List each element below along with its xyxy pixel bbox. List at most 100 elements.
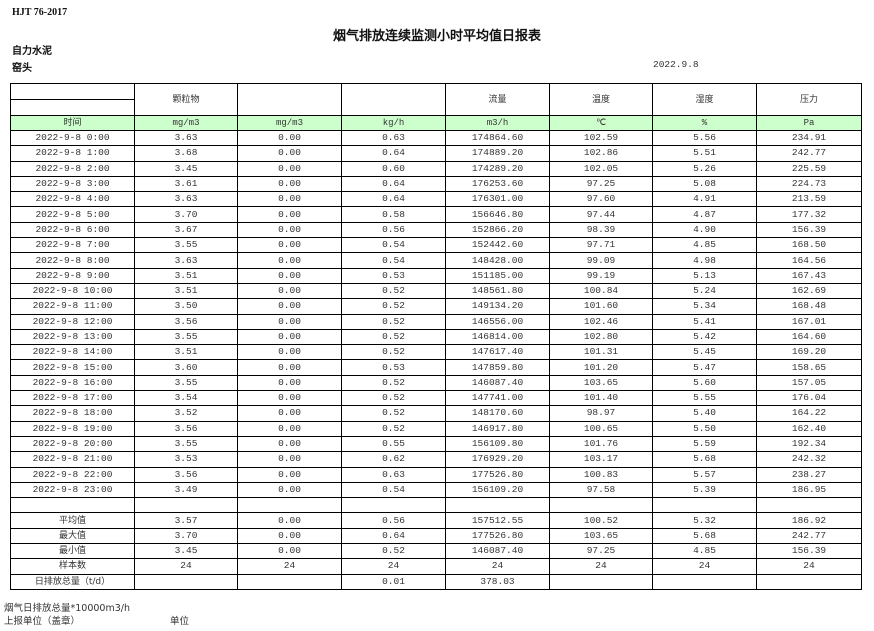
table-cell: 157512.55 xyxy=(445,512,550,529)
table-row: 2022-9-8 17:00 3.54 0.00 0.52 147741.00 101.4… xyxy=(10,390,862,407)
table-cell: 0.00 xyxy=(237,282,342,300)
table-row-label: 2022-9-8 0:00 xyxy=(10,129,135,147)
table-cell: 0.00 xyxy=(237,313,342,330)
unit-cell: % xyxy=(652,115,757,131)
table-cell: 5.68 xyxy=(652,451,757,468)
table-row: 2022-9-8 3:00 3.61 0.00 0.64 176253.60 97.25 5… xyxy=(10,175,862,193)
table-cell: 0.55 xyxy=(341,435,446,453)
table-cell: 5.45 xyxy=(652,344,757,361)
table-cell: 98.97 xyxy=(549,405,653,422)
table-cell: 3.56 xyxy=(134,420,238,437)
table-cell: 24 xyxy=(756,558,862,575)
table-cell: 4.85 xyxy=(652,543,757,560)
table-cell: 3.55 xyxy=(134,328,238,346)
table-cell: 24 xyxy=(134,558,238,575)
table-cell: 176253.60 xyxy=(445,175,550,193)
table-cell: 0.00 xyxy=(237,145,342,162)
table-cell: 4.90 xyxy=(652,221,757,239)
table-cell: 0.00 xyxy=(237,435,342,453)
table-cell: 0.52 xyxy=(341,374,446,392)
table-row-label: 2022-9-8 22:00 xyxy=(10,466,135,483)
table-cell: 101.60 xyxy=(549,298,653,315)
header-corner-top xyxy=(10,83,135,100)
time-header: 时间 xyxy=(10,115,135,131)
table-cell: 167.01 xyxy=(756,313,862,330)
table-cell: 5.68 xyxy=(652,527,757,545)
reporting-unit-label: 上报单位（盖章） xyxy=(4,616,81,627)
table-cell: 3.53 xyxy=(134,451,238,468)
table-cell: 177526.80 xyxy=(445,527,550,545)
table-row-label: 2022-9-8 10:00 xyxy=(10,282,135,300)
table-cell: 176.04 xyxy=(756,390,862,407)
table-cell: 99.19 xyxy=(549,267,653,284)
table-cell: 0.58 xyxy=(341,206,446,223)
table-row-label: 2022-9-8 3:00 xyxy=(10,175,135,193)
table-cell: 147859.80 xyxy=(445,359,550,376)
stats-row: 平均值 3.57 0.00 0.56 157512.55 100.52 5.32 186.92 xyxy=(10,512,862,529)
table-cell: 0.00 xyxy=(237,451,342,468)
table-cell: 156109.80 xyxy=(445,435,550,453)
table-cell xyxy=(549,497,653,514)
unit-cell: ℃ xyxy=(549,115,653,131)
table-cell: 164.56 xyxy=(756,252,862,269)
table-cell: 101.40 xyxy=(549,390,653,407)
table-cell: 0.00 xyxy=(237,160,342,177)
table-cell: 3.50 xyxy=(134,298,238,315)
table-row-label: 2022-9-8 18:00 xyxy=(10,405,135,422)
units-row: 时间 mg/m3 mg/m3 kg/h m3/h ℃ % Pa xyxy=(10,115,862,131)
table-cell: 176929.20 xyxy=(445,451,550,468)
table-cell: 0.52 xyxy=(341,420,446,437)
table-cell: 0.54 xyxy=(341,237,446,254)
table-cell: 5.26 xyxy=(652,160,757,177)
table-cell: 3.68 xyxy=(134,145,238,162)
table-row: 2022-9-8 16:00 3.55 0.00 0.52 146087.40 103.6… xyxy=(10,374,862,392)
site-name: 窑头 xyxy=(12,63,32,74)
table-cell: 224.73 xyxy=(756,175,862,193)
table-cell: 5.55 xyxy=(652,390,757,407)
header-param xyxy=(341,83,446,116)
table-cell: 168.48 xyxy=(756,298,862,315)
unit-cell: m3/h xyxy=(445,115,550,131)
stats-row-label: 最小值 xyxy=(10,543,135,560)
stats-row-label: 平均值 xyxy=(10,512,135,529)
table-cell: 97.60 xyxy=(549,191,653,208)
table-row-label: 2022-9-8 6:00 xyxy=(10,221,135,239)
table-row-label: 2022-9-8 20:00 xyxy=(10,435,135,453)
table-cell: 97.44 xyxy=(549,206,653,223)
table-cell: 186.92 xyxy=(756,512,862,529)
table-cell: 97.25 xyxy=(549,543,653,560)
table-cell xyxy=(341,497,446,514)
table-cell: 158.65 xyxy=(756,359,862,376)
table-row: 2022-9-8 7:00 3.55 0.00 0.54 152442.60 97.71 4… xyxy=(10,237,862,254)
table-cell: 0.52 xyxy=(341,282,446,300)
table-row-label: 2022-9-8 12:00 xyxy=(10,313,135,330)
header-corner-bottom xyxy=(10,99,135,116)
table-cell: 213.59 xyxy=(756,191,862,208)
table-cell: 156.39 xyxy=(756,221,862,239)
table-row: 2022-9-8 9:00 3.51 0.00 0.53 151185.00 99.19 5… xyxy=(10,267,862,284)
table-cell: 102.05 xyxy=(549,160,653,177)
table-cell: 5.24 xyxy=(652,282,757,300)
table-cell: 0.52 xyxy=(341,405,446,422)
unit-cell: mg/m3 xyxy=(237,115,342,131)
table-cell: 101.20 xyxy=(549,359,653,376)
table-cell: 0.00 xyxy=(237,527,342,545)
table-cell xyxy=(134,573,238,590)
table-cell: 97.25 xyxy=(549,175,653,193)
table-cell: 98.39 xyxy=(549,221,653,239)
table-row: 2022-9-8 15:00 3.60 0.00 0.53 147859.80 101.2… xyxy=(10,359,862,376)
table-cell: 5.39 xyxy=(652,481,757,499)
table-cell: 157.05 xyxy=(756,374,862,392)
header-param: 温度 xyxy=(549,83,653,116)
table-cell: 3.54 xyxy=(134,390,238,407)
table-cell: 0.00 xyxy=(237,206,342,223)
table-cell: 0.64 xyxy=(341,191,446,208)
table-cell: 0.54 xyxy=(341,481,446,499)
table-row-label: 2022-9-8 15:00 xyxy=(10,359,135,376)
table-cell: 162.69 xyxy=(756,282,862,300)
table-cell: 0.00 xyxy=(237,175,342,193)
table-cell: 0.00 xyxy=(237,237,342,254)
report-table: 颗粒物 流量 温度 湿度 压力 时间 mg/m3 mg/m3 kg/h m3/h… xyxy=(10,83,862,590)
table-cell: 168.50 xyxy=(756,237,862,254)
table-cell: 3.56 xyxy=(134,313,238,330)
